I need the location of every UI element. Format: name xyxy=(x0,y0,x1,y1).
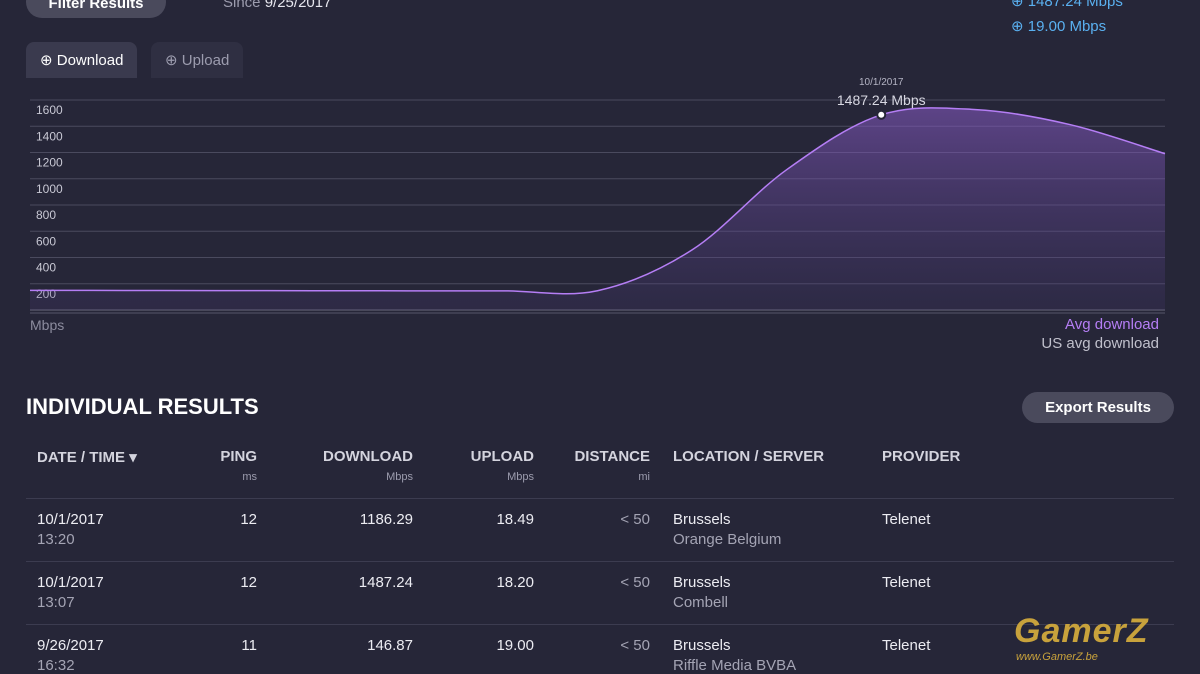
y-tick-label: 800 xyxy=(36,208,56,222)
export-button[interactable]: Export Results xyxy=(1022,392,1174,423)
cell-provider: Telenet xyxy=(882,637,931,654)
y-unit: Mbps xyxy=(30,317,65,333)
filter-button[interactable]: Filter Results xyxy=(26,0,166,18)
cell-provider: Telenet xyxy=(882,511,931,528)
since: Since 9/25/2017 xyxy=(223,0,331,11)
row-divider xyxy=(26,624,1174,625)
since-label: Since xyxy=(223,0,261,11)
peak-marker xyxy=(876,109,887,120)
cell-server: Combell xyxy=(673,594,729,611)
column-header[interactable]: PROVIDER xyxy=(882,448,961,465)
column-header[interactable]: PING xyxy=(220,448,257,465)
column-header[interactable]: LOCATION / SERVER xyxy=(673,448,825,465)
watermark-url: www.GamerZ.be xyxy=(1016,651,1098,663)
download-value: 1487.24 Mbps xyxy=(1027,0,1123,10)
tab-label: Download xyxy=(56,52,124,69)
y-tick-label: 600 xyxy=(36,234,56,248)
cell-location: Brussels xyxy=(673,637,731,654)
cell-location: Brussels xyxy=(673,511,731,528)
y-tick-label: 400 xyxy=(36,261,56,275)
cell-time: 16:32 xyxy=(37,657,75,674)
upload-summary: ⊕ 19.00 Mbps xyxy=(1011,18,1107,35)
column-unit: Mbps xyxy=(507,471,534,483)
y-tick-label: 1000 xyxy=(36,182,63,196)
cell-ping: 11 xyxy=(241,637,257,654)
since-date: 9/25/2017 xyxy=(264,0,332,11)
cell-upload: 19.00 xyxy=(496,637,534,654)
download-summary: ⊕ 1487.24 Mbps xyxy=(1011,0,1123,10)
column-header[interactable]: DATE / TIME ▾ xyxy=(37,449,137,466)
download-tab[interactable]: ⊕ Download xyxy=(26,42,138,78)
cell-date: 9/26/2017 xyxy=(37,637,104,654)
column-header[interactable]: DOWNLOAD xyxy=(323,448,413,465)
cell-time: 13:07 xyxy=(37,594,75,611)
column-unit: Mbps xyxy=(386,471,413,483)
y-tick-label: 1600 xyxy=(36,103,63,117)
legend-entry: US avg download xyxy=(1041,335,1159,352)
watermark-title: GamerZ xyxy=(1014,612,1149,650)
cell-upload: 18.20 xyxy=(496,574,534,591)
cell-download: 1487.24 xyxy=(358,574,413,591)
cell-download: 1186.29 xyxy=(359,511,413,528)
area xyxy=(30,107,1165,310)
chart: 200400600800100012001400160010/1/2017148… xyxy=(29,77,1166,314)
cell-distance: < 50 xyxy=(620,574,650,591)
cell-date: 10/1/2017 xyxy=(37,574,104,591)
cell-provider: Telenet xyxy=(882,574,931,591)
cell-time: 13:20 xyxy=(37,531,75,548)
cell-ping: 12 xyxy=(240,511,257,528)
row-divider xyxy=(26,561,1174,562)
column-unit: ms xyxy=(242,471,257,483)
cell-distance: < 50 xyxy=(620,637,650,654)
column-unit: mi xyxy=(638,471,650,483)
cell-download: 146.87 xyxy=(367,637,413,654)
cell-upload: 18.49 xyxy=(496,511,534,528)
y-tick-label: 1200 xyxy=(36,156,63,170)
annotation-label: 1487.24 Mbps xyxy=(837,92,926,108)
legend-entry: Avg download xyxy=(1065,316,1159,333)
row-divider xyxy=(26,498,1174,499)
tab-label: Upload xyxy=(181,52,230,69)
section-title: INDIVIDUAL RESULTS xyxy=(26,394,259,419)
y-tick-label: 1400 xyxy=(36,129,63,143)
cell-server: Riffle Media BVBA xyxy=(673,657,797,674)
column-header[interactable]: UPLOAD xyxy=(470,448,534,465)
cell-server: Orange Belgium xyxy=(673,531,782,548)
line xyxy=(29,107,1166,295)
cell-ping: 12 xyxy=(240,574,257,591)
upload-tab[interactable]: ⊕ Upload xyxy=(151,42,244,78)
annotation-date: 10/1/2017 xyxy=(859,77,904,88)
cell-distance: < 50 xyxy=(620,511,650,528)
cell-date: 10/1/2017 xyxy=(37,511,104,528)
cell-location: Brussels xyxy=(673,574,731,591)
upload-value: 19.00 Mbps xyxy=(1027,18,1107,35)
column-header[interactable]: DISTANCE xyxy=(574,448,650,465)
